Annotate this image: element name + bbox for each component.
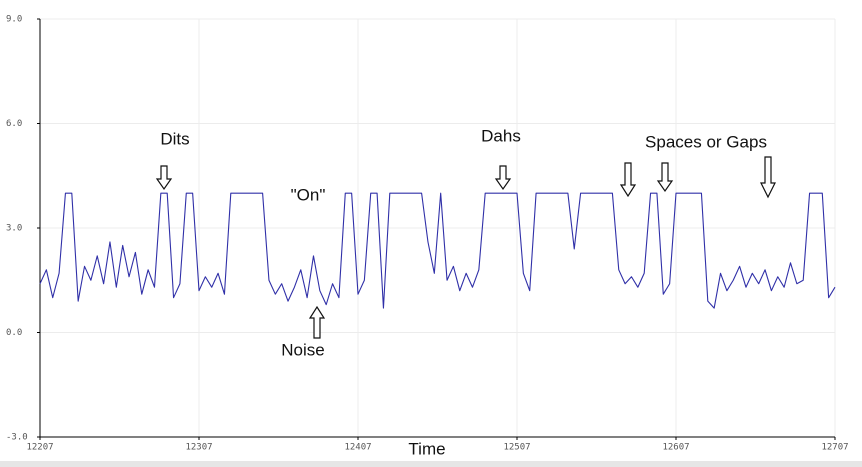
plot bbox=[39, 192, 836, 309]
annotation: Dahs bbox=[481, 126, 521, 145]
x-tick-label: 12507 bbox=[503, 443, 530, 453]
signal-line bbox=[39, 192, 836, 309]
annotation: "On" bbox=[291, 185, 326, 204]
arrow bbox=[760, 156, 776, 199]
y-tick-label: 6.0 bbox=[6, 119, 22, 129]
y-tick-label: -3.0 bbox=[6, 433, 28, 443]
bottom-band bbox=[0, 461, 862, 467]
arrow bbox=[494, 165, 512, 191]
x-axis-label: Time bbox=[408, 439, 445, 458]
x-tick-label: 12407 bbox=[344, 443, 371, 453]
y-tick-label: 0.0 bbox=[6, 328, 22, 338]
x-tick-label: 12307 bbox=[185, 443, 212, 453]
annotation: Dits bbox=[160, 129, 189, 148]
arrow bbox=[155, 165, 173, 191]
arrow bbox=[656, 162, 674, 193]
annotation: Noise bbox=[281, 340, 324, 359]
x-tick-label: 12607 bbox=[662, 443, 689, 453]
x-tick-label: 12207 bbox=[26, 443, 53, 453]
x-tick-label: 12707 bbox=[821, 443, 848, 453]
arrow bbox=[308, 305, 326, 339]
arrow bbox=[619, 162, 637, 198]
y-tick-label: 9.0 bbox=[6, 15, 22, 25]
y-tick-label: 3.0 bbox=[6, 224, 22, 234]
annotation: Spaces or Gaps bbox=[645, 132, 767, 151]
